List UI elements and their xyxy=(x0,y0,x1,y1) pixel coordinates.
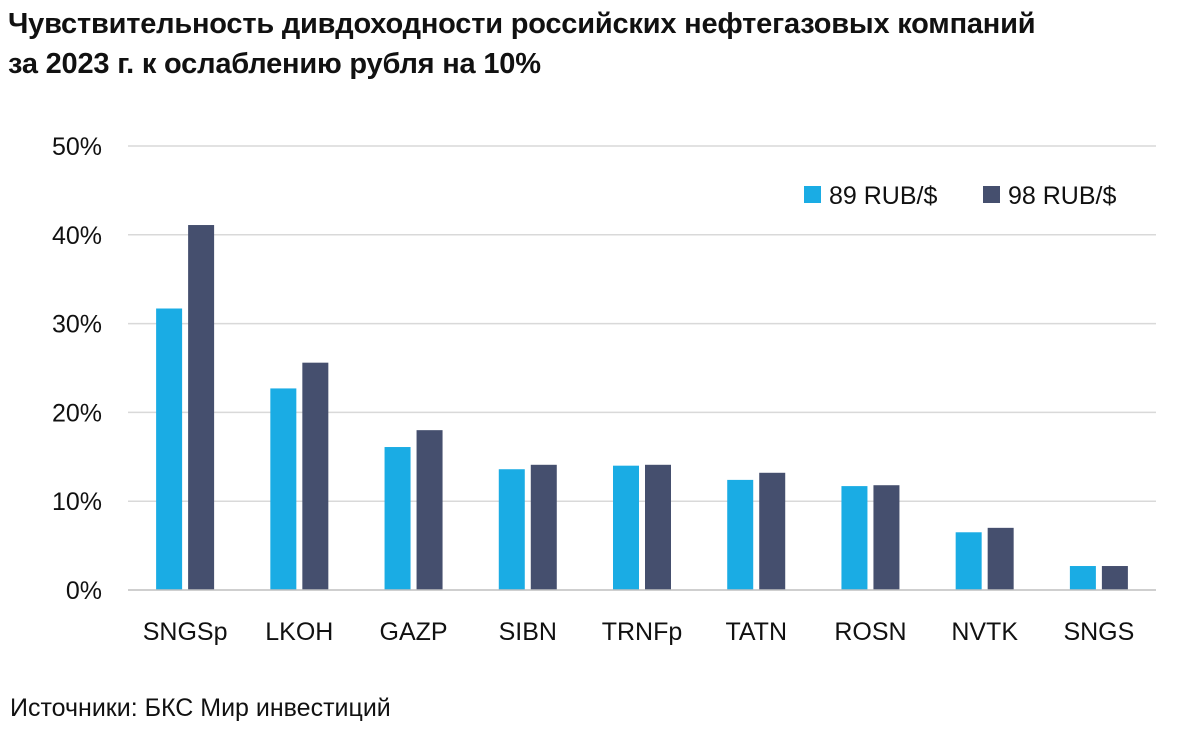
bar-series2-GAZP xyxy=(416,430,443,590)
bar-series1-ROSN xyxy=(841,486,868,590)
x-axis: SNGSp LKOH GAZP SIBN TRNFp TATN ROSN NVTK SNGS xyxy=(128,589,1156,646)
bar-group-SNGSp xyxy=(156,225,215,591)
bar-series2-SNGSp xyxy=(188,225,215,591)
x-tick-label: TATN xyxy=(725,618,787,646)
x-tick-label: ROSN xyxy=(834,618,906,646)
x-tick-label: SNGS xyxy=(1063,618,1134,646)
bar-series2-NVTK xyxy=(987,527,1014,590)
chart-title: Чувствительность дивдоходности российски… xyxy=(8,4,1193,84)
bar-group-TATN xyxy=(727,472,786,590)
bar-series2-TRNFp xyxy=(645,464,671,590)
y-tick-label: 30% xyxy=(52,311,102,339)
chart-title-line-2: за 2023 г. к ослаблению рубля на 10% xyxy=(8,48,541,80)
bar-group-SNGS xyxy=(1069,566,1128,590)
x-tick-label: SNGSp xyxy=(143,618,228,646)
legend: 89 RUB/$ 98 RUB/$ xyxy=(804,182,1116,210)
x-tick-label: LKOH xyxy=(265,618,333,646)
x-tick-label: GAZP xyxy=(380,618,448,646)
bar-series1-TATN xyxy=(727,479,754,590)
bar-series1-TRNFp xyxy=(613,465,639,590)
bar-series2-TATN xyxy=(759,472,786,590)
y-tick-label: 0% xyxy=(66,577,102,605)
legend-label: 98 RUB/$ xyxy=(1008,182,1116,210)
bar-group-TRNFp xyxy=(613,464,671,590)
y-tick-label: 40% xyxy=(52,222,102,250)
bar-group-NVTK xyxy=(955,527,1014,590)
gridlines xyxy=(128,145,1156,502)
legend-swatch xyxy=(983,186,1000,203)
y-tick-label: 10% xyxy=(52,488,102,516)
source-note: Источники: БКС Мир инвестиций xyxy=(10,694,391,722)
bar-series2-SIBN xyxy=(530,464,557,590)
bar-series1-NVTK xyxy=(955,532,982,590)
bar-series1-SIBN xyxy=(498,469,525,590)
bar-series1-SNGSp xyxy=(156,308,183,590)
bar-group-GAZP xyxy=(384,430,443,590)
x-tick-label: SIBN xyxy=(499,618,557,646)
bar-series1-LKOH xyxy=(270,388,297,590)
x-tick-label: NVTK xyxy=(951,618,1018,646)
bar-series2-SNGS xyxy=(1101,566,1128,590)
bar-group-LKOH xyxy=(270,362,329,590)
legend-item-1: 89 RUB/$ xyxy=(804,182,937,210)
x-tick-label: TRNFp xyxy=(602,618,683,646)
legend-swatch xyxy=(804,186,821,203)
chart-title-line-1: Чувствительность дивдоходности российски… xyxy=(8,8,1036,40)
bar-group-ROSN xyxy=(841,485,900,590)
bars xyxy=(156,225,1128,591)
legend-item-2: 98 RUB/$ xyxy=(983,182,1116,210)
legend-label: 89 RUB/$ xyxy=(829,182,937,210)
y-tick-label: 20% xyxy=(52,399,102,427)
bar-series2-ROSN xyxy=(873,485,900,590)
bar-series2-LKOH xyxy=(302,362,329,590)
bar-group-SIBN xyxy=(498,464,557,590)
y-tick-label: 50% xyxy=(52,133,102,161)
bar-series1-SNGS xyxy=(1069,566,1096,590)
bar-series1-GAZP xyxy=(384,447,411,590)
y-axis-tick-labels: 0% 10% 20% 30% 40% 50% xyxy=(52,133,102,605)
